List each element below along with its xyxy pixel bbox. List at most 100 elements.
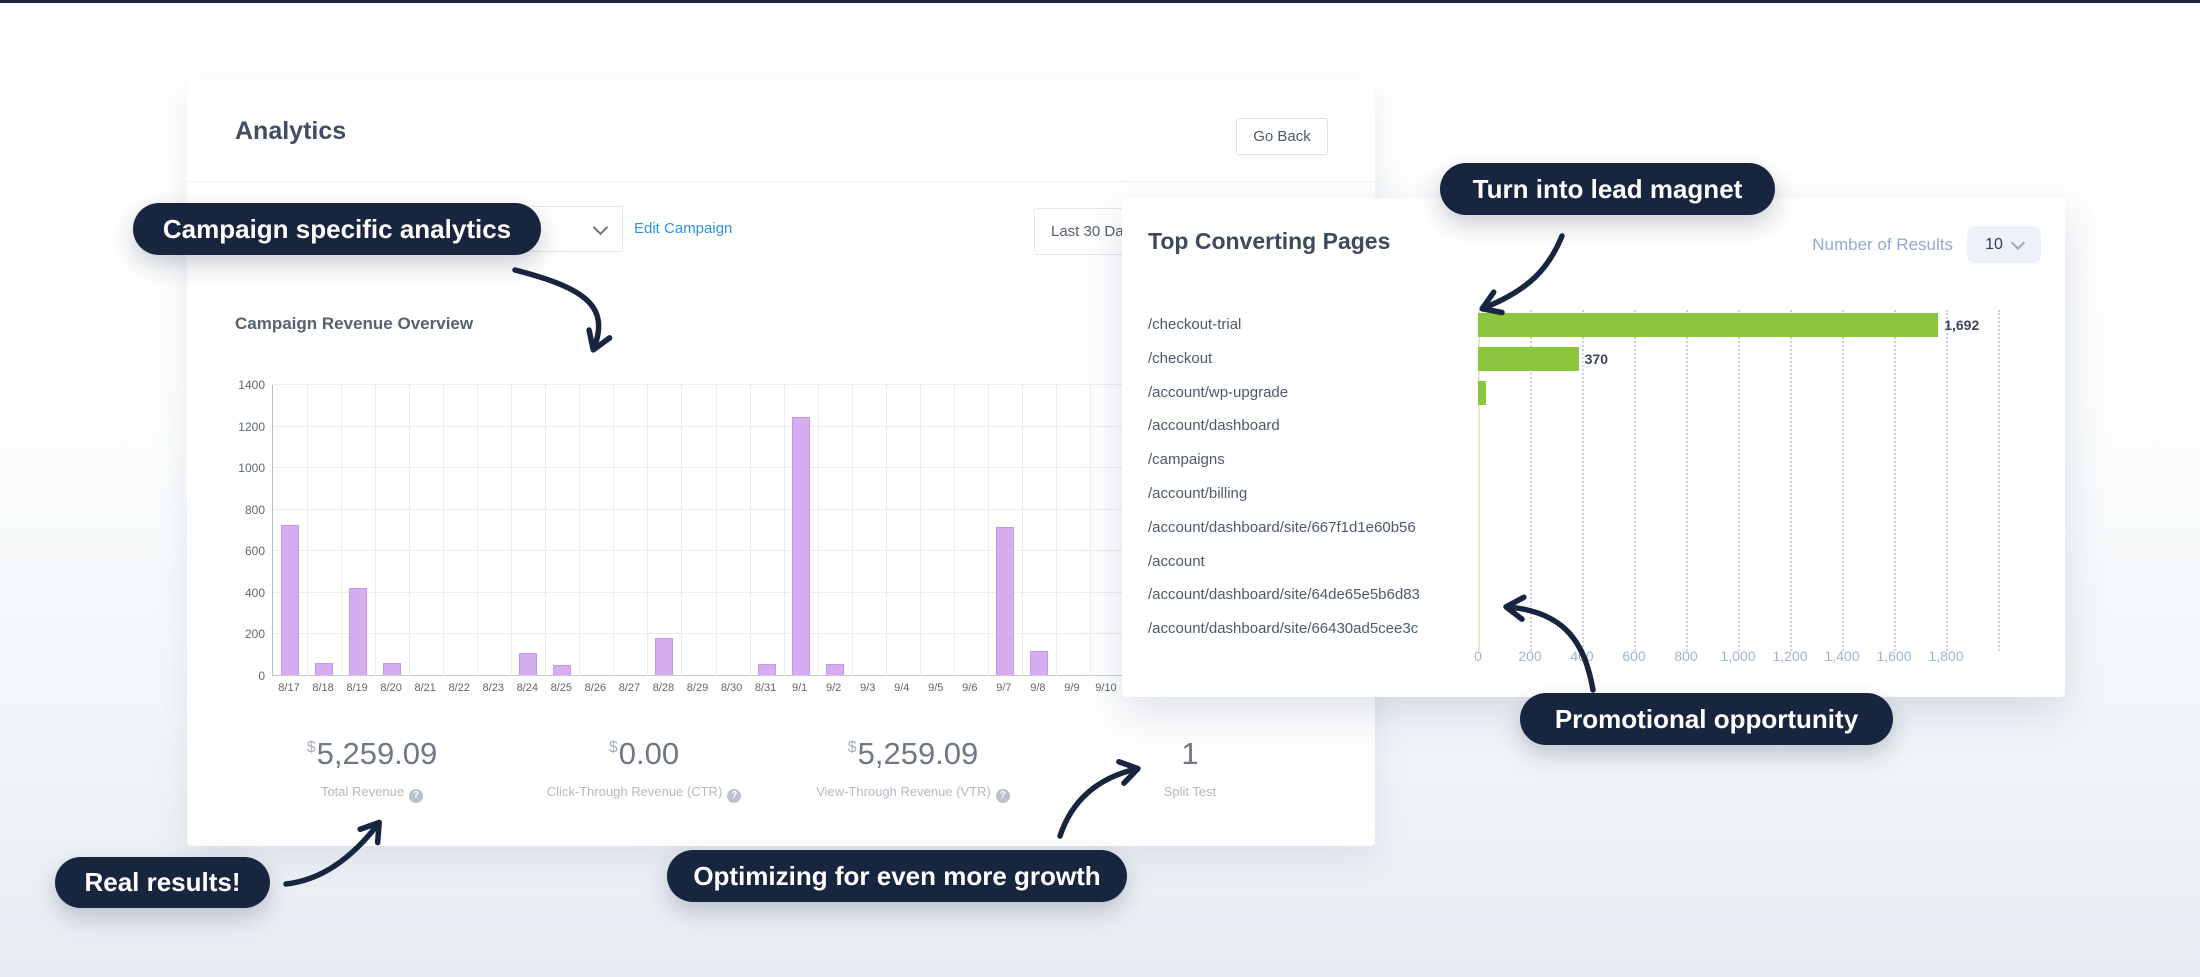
page-label: /account [1148, 552, 1205, 570]
zero-axis-line [1478, 310, 1480, 651]
edit-campaign-link[interactable]: Edit Campaign [634, 220, 733, 237]
x-tick-label: 8/19 [346, 682, 368, 694]
y-gridline [273, 384, 1124, 385]
x-tick-label: 9/2 [826, 682, 842, 694]
x-gridline [579, 385, 581, 676]
y-gridline [273, 550, 1124, 552]
go-back-button[interactable]: Go Back [1236, 118, 1328, 155]
x-gridline [341, 385, 343, 676]
x-tick-label: 9/3 [860, 682, 876, 694]
x-tick-label: 9/9 [1064, 682, 1080, 694]
stat-split-test: 1 Split Test [1040, 736, 1340, 799]
page-label: /account/dashboard/site/667f1d1e60b56 [1148, 518, 1416, 536]
bar-value-label: 370 [1584, 350, 1608, 367]
x-gridline [919, 385, 921, 676]
top-pages-xaxis: 0 200 400 600 800 1,000 1,200 1,400 1,600 1,800 [1474, 648, 2038, 666]
revenue-bar [995, 527, 1014, 675]
currency-symbol: $ [608, 739, 618, 756]
revenue-bar [825, 663, 844, 675]
x-tick-label: 9/7 [996, 682, 1012, 694]
stat-ctr-revenue: $0.00 Click-Through Revenue (CTR)? [494, 736, 794, 803]
x-tick-label: 8/18 [312, 682, 334, 694]
y-tick-label: 400 [244, 585, 265, 600]
x-tick-label: 9/1 [791, 682, 808, 694]
x-gridline [443, 385, 445, 676]
y-tick-label: 200 [244, 627, 265, 642]
dotted-gridline [1686, 310, 1688, 651]
x-gridline [307, 385, 309, 676]
currency-symbol: $ [847, 739, 857, 756]
results-count-value: 10 [1985, 235, 2003, 253]
top-border-line [0, 0, 2200, 3]
x-gridline [783, 385, 785, 676]
x-gridline [511, 385, 513, 676]
top-pages-title: Top Converting Pages [1148, 228, 1391, 254]
callout-turn-into-lead-magnet: Turn into lead magnet [1440, 163, 1775, 215]
revenue-bar [519, 653, 538, 675]
x-gridline [647, 385, 649, 676]
page-label: /account/dashboard/site/64de65e5b6d83 [1148, 586, 1420, 604]
dotted-gridline [1530, 310, 1532, 651]
dotted-gridline [1790, 310, 1792, 651]
y-gridline [273, 633, 1124, 635]
conversion-bar [1478, 380, 1487, 405]
stat-value: 0.00 [618, 736, 680, 771]
results-count-select[interactable]: 10 [1967, 226, 2041, 263]
date-range-value: Last 30 Da [1051, 223, 1124, 240]
x-gridline [953, 385, 955, 676]
stat-label: Click-Through Revenue (CTR) [546, 784, 723, 799]
callout-promotional-opportunity: Promotional opportunity [1520, 693, 1893, 745]
x-gridline [613, 385, 615, 676]
help-icon[interactable]: ? [409, 789, 424, 803]
bar-value-label: 1,692 [1944, 317, 1980, 333]
x-tick-label: 8/27 [618, 682, 641, 694]
dotted-gridline [1894, 310, 1896, 651]
x-tick-label: 8/31 [754, 682, 777, 694]
page-label: /account/dashboard [1148, 417, 1280, 435]
x-gridline [851, 385, 853, 676]
revenue-bar [315, 662, 334, 675]
x-gridline [545, 385, 547, 676]
y-gridline [273, 591, 1124, 593]
help-icon[interactable]: ? [727, 789, 742, 803]
y-tick-label: 600 [244, 544, 265, 559]
x-gridline [715, 385, 717, 676]
page-label: /account/dashboard/site/66430ad5cee3c [1148, 620, 1419, 638]
revenue-bar [349, 587, 368, 675]
results-control: Number of Results 10 [1812, 226, 2041, 263]
x-tick-label: 8/29 [686, 682, 709, 694]
chevron-down-icon [592, 219, 609, 235]
x-gridline [375, 385, 377, 676]
stat-total-revenue: $5,259.09 Total Revenue? [222, 736, 522, 803]
y-gridline [273, 425, 1124, 427]
stat-vtr-revenue: $5,259.09 View-Through Revenue (VTR)? [763, 736, 1063, 803]
x-tick-label: 8/17 [278, 682, 300, 694]
x-tick-label: 9/8 [1030, 682, 1046, 694]
revenue-bar [553, 664, 572, 675]
page-label: /checkout-trial [1148, 316, 1242, 333]
revenue-chart-yaxis: 0 200 400 600 800 1000 1200 1400 [187, 378, 265, 683]
callout-real-results: Real results! [55, 857, 270, 908]
results-label: Number of Results [1812, 234, 1953, 254]
dotted-gridline [1634, 310, 1636, 651]
x-gridline [987, 385, 989, 676]
revenue-bar [383, 662, 402, 675]
dotted-gridline [1946, 310, 1948, 651]
dotted-gridline [1842, 310, 1844, 651]
top-pages-chart: 1,692 370 [1478, 310, 2038, 651]
help-icon[interactable]: ? [995, 789, 1010, 803]
dotted-gridline [1738, 310, 1740, 651]
x-gridline [817, 385, 819, 676]
y-tick-label: 0 [258, 669, 265, 683]
x-tick-label: 9/4 [894, 682, 910, 694]
x-gridline [477, 385, 479, 676]
campaign-revenue-chart [272, 384, 1125, 676]
x-tick-label: 8/24 [516, 682, 538, 694]
y-tick-label: 1000 [238, 461, 265, 476]
x-tick-label: 8/20 [380, 682, 402, 694]
x-tick-label: 9/5 [928, 682, 944, 694]
y-gridline [273, 467, 1124, 469]
page-title: Analytics [235, 117, 347, 145]
callout-campaign-specific-analytics: Campaign specific analytics [133, 203, 541, 255]
